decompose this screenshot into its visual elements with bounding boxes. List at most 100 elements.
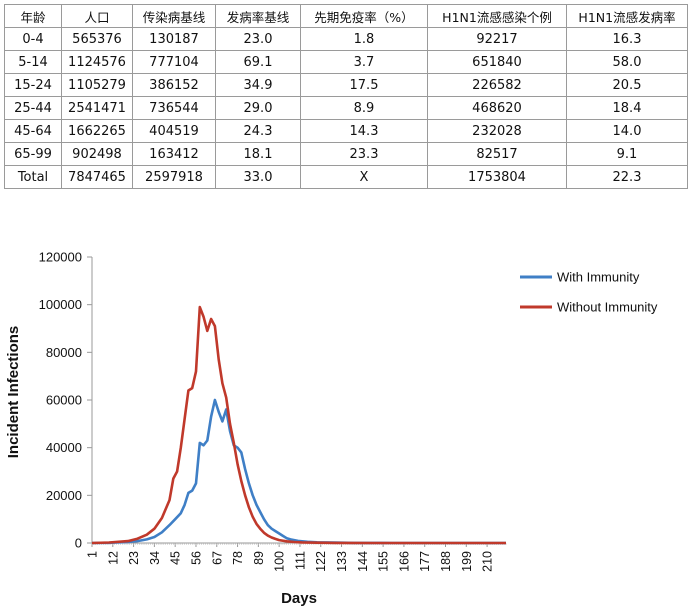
table-cell: 130187 bbox=[132, 27, 216, 51]
series-line-with-immunity bbox=[91, 398, 506, 545]
y-axis-title: Incident Infections bbox=[5, 326, 22, 459]
table-cell: 16.3 bbox=[566, 27, 688, 51]
x-tick-label: 12 bbox=[106, 551, 120, 565]
x-tick-label: 144 bbox=[356, 551, 370, 572]
table-cell: 17.5 bbox=[300, 73, 428, 97]
table-cell: X bbox=[300, 165, 428, 189]
table-cell: 29.0 bbox=[215, 96, 301, 120]
y-tick-label: 20000 bbox=[46, 488, 82, 503]
header-cell: H1N1流感发病率 bbox=[566, 4, 688, 28]
table-cell: 1124576 bbox=[61, 50, 133, 74]
table-row: 15-24 1105279 386152 34.9 17.5 226582 20.5 bbox=[4, 73, 688, 97]
table-row: 25-44 2541471 736544 29.0 8.9 468620 18.4 bbox=[4, 96, 688, 120]
y-tick-label: 40000 bbox=[46, 440, 82, 455]
x-tick-label: 199 bbox=[460, 551, 474, 572]
table-cell: 14.0 bbox=[566, 119, 688, 143]
incidence-table: 年龄 人口 传染病基线 发病率基线 先期免疫率（%） H1N1流感感染个例 H1… bbox=[4, 4, 688, 189]
table-cell: 386152 bbox=[132, 73, 216, 97]
x-tick-label: 56 bbox=[189, 551, 203, 565]
table-cell: 3.7 bbox=[300, 50, 428, 74]
table-cell: 82517 bbox=[427, 142, 567, 166]
table-cell: 0-4 bbox=[4, 27, 62, 51]
series-lines bbox=[91, 305, 506, 545]
table-cell: 45-64 bbox=[4, 119, 62, 143]
table-cell: 22.3 bbox=[566, 165, 688, 189]
table-cell: 23.3 bbox=[300, 142, 428, 166]
table-cell: 23.0 bbox=[215, 27, 301, 51]
header-cell: 传染病基线 bbox=[132, 4, 216, 28]
incidence-table-container: 年龄 人口 传染病基线 发病率基线 先期免疫率（%） H1N1流感感染个例 H1… bbox=[4, 4, 688, 189]
table-cell: 69.1 bbox=[215, 50, 301, 74]
table-cell: 18.1 bbox=[215, 142, 301, 166]
header-cell: 年龄 bbox=[4, 4, 62, 28]
table-cell: 226582 bbox=[427, 73, 567, 97]
table-row: 5-14 1124576 777104 69.1 3.7 651840 58.0 bbox=[4, 50, 688, 74]
series-line-without-immunity bbox=[91, 305, 506, 545]
table-cell: 651840 bbox=[427, 50, 567, 74]
y-tick-label: 80000 bbox=[46, 345, 82, 360]
table-cell: 5-14 bbox=[4, 50, 62, 74]
table-cell: 1.8 bbox=[300, 27, 428, 51]
x-tick-label: 1 bbox=[86, 551, 100, 558]
table-cell: 92217 bbox=[427, 27, 567, 51]
y-tick-label: 100000 bbox=[39, 297, 82, 312]
x-tick-label: 111 bbox=[293, 551, 307, 570]
table-cell: Total bbox=[4, 165, 62, 189]
table-cell: 1753804 bbox=[427, 165, 567, 189]
table-cell: 7847465 bbox=[61, 165, 133, 189]
table-cell: 58.0 bbox=[566, 50, 688, 74]
table-row: 45-64 1662265 404519 24.3 14.3 232028 14.0 bbox=[4, 119, 688, 143]
table-row: 65-99 902498 163412 18.1 23.3 82517 9.1 bbox=[4, 142, 688, 166]
header-cell: 先期免疫率（%） bbox=[300, 4, 428, 28]
table-cell: 736544 bbox=[132, 96, 216, 120]
table-cell: 25-44 bbox=[4, 96, 62, 120]
table-cell: 20.5 bbox=[566, 73, 688, 97]
x-tick-label: 45 bbox=[169, 551, 183, 565]
table-cell: 1662265 bbox=[61, 119, 133, 143]
infections-line-chart: 0 20000 40000 60000 80000 100000 120000 1 12 23 3… bbox=[5, 250, 658, 608]
x-tick-label: 177 bbox=[418, 551, 432, 572]
table-cell: 2541471 bbox=[61, 96, 133, 120]
legend-label: With Immunity bbox=[557, 270, 640, 285]
x-tick-label: 67 bbox=[210, 551, 224, 565]
table-cell: 163412 bbox=[132, 142, 216, 166]
x-tick-label: 89 bbox=[252, 551, 266, 565]
header-cell: 发病率基线 bbox=[215, 4, 301, 28]
x-tick-label: 100 bbox=[273, 551, 287, 572]
table-cell: 404519 bbox=[132, 119, 216, 143]
header-cell: 人口 bbox=[61, 4, 133, 28]
header-cell: H1N1流感感染个例 bbox=[427, 4, 567, 28]
table-cell: 777104 bbox=[132, 50, 216, 74]
table-cell: 468620 bbox=[427, 96, 567, 120]
x-tick-label: 166 bbox=[397, 551, 411, 572]
x-tick-label: 34 bbox=[148, 551, 162, 565]
x-tick-label: 188 bbox=[439, 551, 453, 572]
table-header-row: 年龄 人口 传染病基线 发病率基线 先期免疫率（%） H1N1流感感染个例 H1… bbox=[4, 4, 688, 28]
table-cell: 24.3 bbox=[215, 119, 301, 143]
table-cell: 33.0 bbox=[215, 165, 301, 189]
x-tick-label: 133 bbox=[335, 551, 349, 572]
table-cell: 232028 bbox=[427, 119, 567, 143]
y-tick-label: 0 bbox=[75, 536, 82, 551]
x-tick-label: 122 bbox=[314, 551, 328, 572]
table-row: Total 7847465 2597918 33.0 X 1753804 22.3 bbox=[4, 165, 688, 189]
table-cell: 902498 bbox=[61, 142, 133, 166]
x-tick-label: 78 bbox=[231, 551, 245, 565]
table-cell: 9.1 bbox=[566, 142, 688, 166]
chart-legend: With Immunity Without Immunity bbox=[520, 270, 658, 315]
x-tick-label: 210 bbox=[481, 551, 495, 572]
table-cell: 65-99 bbox=[4, 142, 62, 166]
x-axis-ticks: 1 12 23 34 45 56 67 78 89 100 111 122 133 144 155 166 17… bbox=[86, 543, 507, 572]
table-cell: 565376 bbox=[61, 27, 133, 51]
y-tick-label: 120000 bbox=[39, 250, 82, 265]
y-tick-label: 60000 bbox=[46, 393, 82, 408]
table-cell: 2597918 bbox=[132, 165, 216, 189]
x-tick-label: 155 bbox=[377, 551, 391, 572]
y-axis-ticks: 0 20000 40000 60000 80000 100000 120000 bbox=[39, 250, 92, 551]
table-cell: 1105279 bbox=[61, 73, 133, 97]
x-tick-label: 23 bbox=[127, 551, 141, 565]
table-cell: 8.9 bbox=[300, 96, 428, 120]
table-cell: 14.3 bbox=[300, 119, 428, 143]
table-cell: 18.4 bbox=[566, 96, 688, 120]
legend-label: Without Immunity bbox=[557, 300, 658, 315]
